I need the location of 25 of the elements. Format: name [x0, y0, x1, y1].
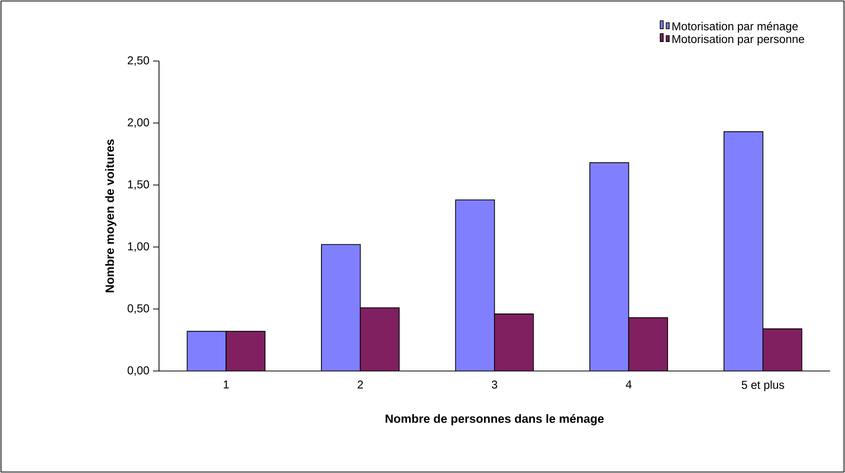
bar [762, 328, 802, 371]
x-tick-label: 3 [492, 380, 498, 389]
bar [628, 318, 668, 371]
bar [724, 131, 764, 371]
y-tick-label: 2,00 [128, 118, 150, 128]
y-tick-label: 0,00 [128, 366, 150, 376]
x-axis-title: Nombre de personnes dans le ménage [386, 414, 604, 426]
bar [360, 308, 400, 371]
bar [187, 331, 226, 371]
x-tick-label: 4 [626, 380, 632, 388]
y-tick-label: 1,50 [128, 180, 150, 190]
y-tick-label: 0,50 [128, 304, 150, 314]
bar [456, 200, 495, 371]
y-axis-title: Nombre moyen de voitures [105, 139, 116, 292]
legend-label: Motorisation par personne [672, 34, 804, 46]
bar [494, 314, 534, 371]
bar [590, 162, 629, 371]
bar [226, 331, 266, 371]
x-tick-label: 2 [358, 380, 363, 389]
y-tick-label: 1,00 [128, 242, 150, 252]
bar [321, 244, 360, 371]
legend-label: Motorisation par ménage [672, 22, 798, 33]
x-tick-label: 1 [224, 380, 229, 388]
y-tick-label: 2,50 [128, 56, 150, 66]
x-tick-label: 5 et plus [742, 380, 784, 392]
